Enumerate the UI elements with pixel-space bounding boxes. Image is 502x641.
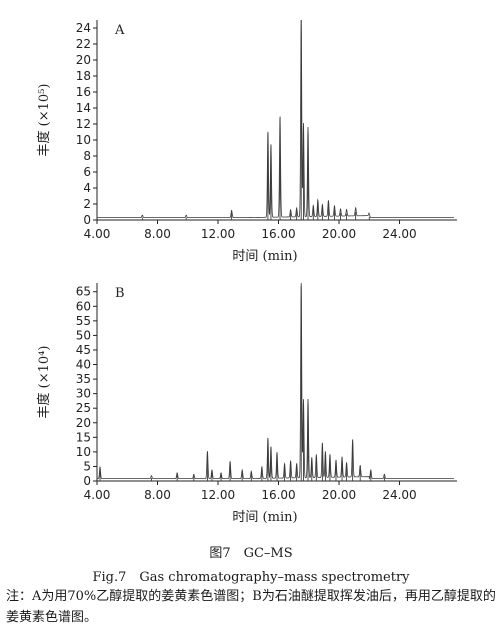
x-tick-label: 8.00	[144, 227, 171, 241]
figure-note: 注：A为用70%乙醇提取的姜黄素色谱图；B为石油醚提取挥发油后，再用乙醇提取的姜…	[6, 589, 496, 625]
y-tick-label: 4	[83, 181, 91, 195]
x-tick-label: 16.00	[261, 227, 295, 241]
x-tick-label: 20.00	[322, 227, 356, 241]
y-tick-label: 14	[76, 101, 91, 115]
y-tick-label: 6	[83, 165, 91, 179]
x-tick-label: 4.00	[84, 227, 111, 241]
x-axis-label: 时间 (min)	[232, 249, 297, 264]
y-tick-label: 8	[83, 149, 91, 163]
y-tick-label: 12	[76, 117, 91, 131]
y-tick-label: 20	[76, 416, 91, 430]
x-tick-label: 12.00	[201, 227, 235, 241]
y-tick-label: 0	[83, 213, 91, 227]
y-tick-label: 60	[76, 299, 91, 313]
y-tick-label: 15	[76, 430, 91, 444]
y-axis-label: 丰度 (×10⁴)	[36, 346, 52, 419]
chromatogram-trace	[97, 19, 454, 218]
y-tick-label: 24	[76, 21, 91, 35]
y-tick-label: 10	[76, 445, 91, 459]
y-tick-label: 65	[76, 285, 91, 299]
y-tick-label: 40	[76, 358, 91, 372]
x-tick-label: 24.00	[382, 488, 416, 502]
x-tick-label: 20.00	[322, 488, 356, 502]
y-tick-label: 55	[76, 314, 91, 328]
panel-label: B	[115, 286, 125, 301]
panel-label: A	[114, 23, 125, 38]
y-tick-label: 35	[76, 372, 91, 386]
x-tick-label: 4.00	[84, 488, 111, 502]
y-tick-label: 50	[76, 328, 91, 342]
y-axis-label: 丰度 (×10⁵)	[36, 84, 52, 157]
y-tick-label: 30	[76, 387, 91, 401]
chromatogram-trace	[97, 282, 454, 480]
x-tick-label: 24.00	[382, 227, 416, 241]
y-tick-label: 25	[76, 401, 91, 415]
figure-caption-en: Fig.7 Gas chromatography–mass spectromet…	[92, 570, 410, 585]
y-tick-label: 0	[83, 474, 91, 488]
figure-label: 图7 GC–MS	[209, 546, 293, 561]
x-tick-label: 12.00	[201, 488, 235, 502]
y-tick-label: 20	[76, 53, 91, 67]
y-tick-label: 16	[76, 85, 91, 99]
y-tick-label: 22	[76, 37, 91, 51]
y-tick-label: 2	[83, 197, 91, 211]
x-axis-label: 时间 (min)	[232, 510, 297, 525]
y-tick-label: 10	[76, 133, 91, 147]
y-tick-label: 45	[76, 343, 91, 357]
y-tick-label: 18	[76, 69, 91, 83]
y-tick-label: 5	[83, 459, 91, 473]
x-tick-label: 16.00	[261, 488, 295, 502]
x-tick-label: 8.00	[144, 488, 171, 502]
